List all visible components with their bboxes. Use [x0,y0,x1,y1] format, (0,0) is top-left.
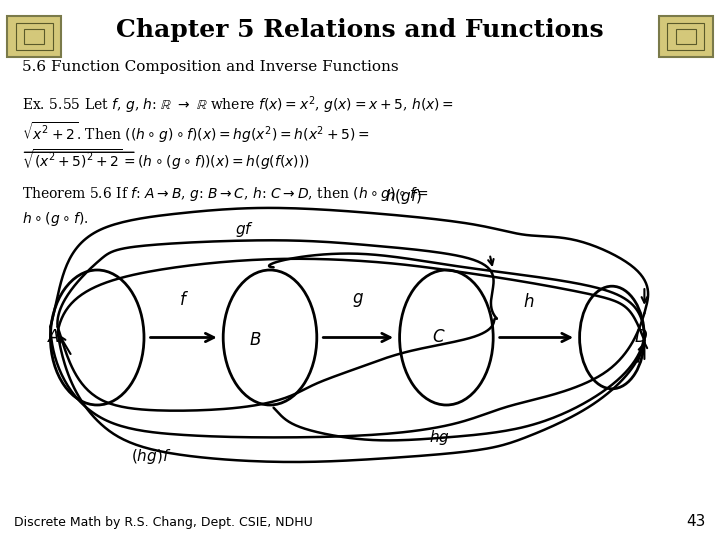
Text: $C$: $C$ [433,329,446,346]
Text: $A$: $A$ [48,329,60,346]
Text: 43: 43 [686,514,706,529]
Text: Chapter 5 Relations and Functions: Chapter 5 Relations and Functions [116,18,604,42]
Text: $h$: $h$ [523,293,535,312]
Text: $D$: $D$ [634,329,648,346]
Text: $h\circ(g\circ f)$.: $h\circ(g\circ f)$. [22,210,88,228]
Text: $gf$: $gf$ [235,220,254,239]
FancyBboxPatch shape [659,16,713,57]
FancyBboxPatch shape [7,16,61,57]
Text: $f$: $f$ [179,291,189,309]
Text: 5.6 Function Composition and Inverse Functions: 5.6 Function Composition and Inverse Fun… [22,60,398,75]
Text: Ex. 5.55 Let $f$, $g$, $h$: $\mathbb{R}$ $\rightarrow$ $\mathbb{R}$ where $f(x)=: Ex. 5.55 Let $f$, $g$, $h$: $\mathbb{R}$… [22,94,454,116]
Text: Discrete Math by R.S. Chang, Dept. CSIE, NDHU: Discrete Math by R.S. Chang, Dept. CSIE,… [14,516,313,529]
Text: Theorem 5.6 If $f$: $A\rightarrow B$, $g$: $B\rightarrow C$, $h$: $C\rightarrow : Theorem 5.6 If $f$: $A\rightarrow B$, $g… [22,185,428,204]
Text: $B$: $B$ [249,332,262,349]
Text: $h(gf)$: $h(gf)$ [384,186,422,206]
Text: $hg$: $hg$ [429,428,449,447]
Text: $(hg)f$: $(hg)f$ [131,447,171,466]
Text: $g$: $g$ [352,291,364,309]
Text: $\sqrt{(x^2+5)^2+2} = (h\circ(g\circ f))(x) = h(g(f(x)))$: $\sqrt{(x^2+5)^2+2} = (h\circ(g\circ f))… [22,147,310,172]
Text: $\sqrt{x^2+2}$. Then $((h\circ g)\circ f)(x) = hg(x^2) = h(x^2+5) =$: $\sqrt{x^2+2}$. Then $((h\circ g)\circ f… [22,120,369,145]
